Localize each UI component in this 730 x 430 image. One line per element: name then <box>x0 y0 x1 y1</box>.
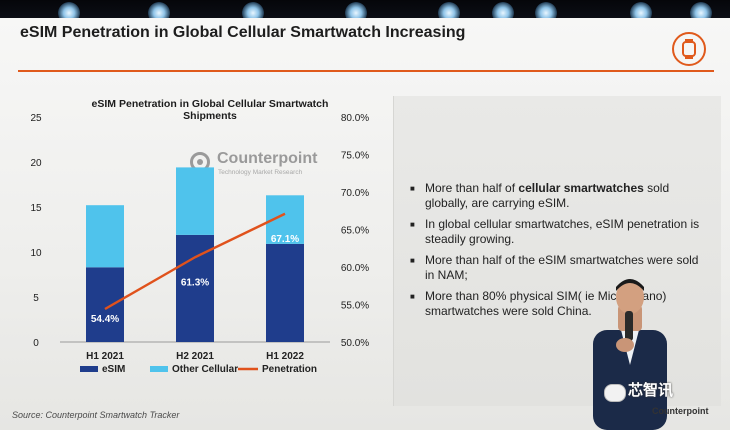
bar-other-cellular <box>176 167 214 235</box>
y-right-tick-label: 50.0% <box>341 338 369 349</box>
y-left-tick-label: 0 <box>33 338 39 349</box>
chart-title: eSIM Penetration in Global Cellular Smar… <box>91 98 329 122</box>
bullet-emphasis: cellular smartwatches <box>518 181 644 195</box>
x-tick-label: H1 2022 <box>266 351 304 362</box>
legend-swatch <box>80 366 98 372</box>
x-tick-label: H2 2021 <box>176 351 214 362</box>
y-right-tick-label: 60.0% <box>341 263 369 274</box>
y-right-tick-label: 80.0% <box>341 113 369 124</box>
legend-label: Other Cellular <box>172 364 238 375</box>
bullet-list: More than half of cellular smartwatches … <box>410 181 710 325</box>
bullet-item: In global cellular smartwatches, eSIM pe… <box>410 217 710 247</box>
bullet-text: sold globally, are carrying eSIM. <box>425 181 670 210</box>
y-right-tick-label: 75.0% <box>341 151 369 162</box>
x-tick-label: H1 2021 <box>86 351 124 362</box>
penetration-data-label: 67.1% <box>271 234 299 245</box>
bullet-text: More than half of the eSIM smartwatches … <box>425 253 699 282</box>
title-divider <box>18 70 714 72</box>
penetration-line <box>104 212 286 311</box>
legend-swatch <box>150 366 168 372</box>
bar-esim <box>176 234 214 342</box>
bullet-text: More than half of <box>425 181 519 195</box>
y-left-tick-label: 20 <box>30 158 42 169</box>
y-left-tick-label: 15 <box>30 203 42 214</box>
penetration-data-label: 61.3% <box>181 277 209 288</box>
bullet-item: More than 80% physical SIM( ie Micro, Na… <box>410 289 710 319</box>
speaker-person <box>593 279 667 430</box>
bullet-text: More than 80% physical SIM( i <box>425 289 588 303</box>
source-note: Source: Counterpoint Smartwatch Tracker <box>12 410 180 420</box>
bullet-item: More than half of the eSIM smartwatches … <box>410 253 710 283</box>
legend-label: Penetration <box>262 364 317 375</box>
watermark: 芯智讯 <box>628 382 674 399</box>
y-left-tick-label: 10 <box>30 248 42 259</box>
y-left-tick-label: 25 <box>30 113 42 124</box>
bar-other-cellular <box>86 205 124 268</box>
y-right-tick-label: 70.0% <box>341 188 369 199</box>
bullet-text: In global cellular smartwatches, eSIM pe… <box>425 217 700 246</box>
bar-esim <box>86 267 124 342</box>
smartwatch-icon <box>672 32 706 66</box>
y-right-tick-label: 65.0% <box>341 226 369 237</box>
y-left-tick-label: 5 <box>33 293 39 304</box>
logo-wordmark: Counterpoint <box>217 150 318 167</box>
bar-esim <box>266 243 304 342</box>
logo-tagline: Technology Market Research <box>218 169 303 176</box>
slide-title: eSIM Penetration in Global Cellular Smar… <box>20 24 466 41</box>
penetration-data-label: 54.4% <box>91 314 119 325</box>
corner-brand: Counterpoint <box>652 406 709 416</box>
wechat-icon <box>604 384 626 402</box>
y-right-tick-label: 55.0% <box>341 301 369 312</box>
bullet-item: More than half of cellular smartwatches … <box>410 181 710 211</box>
legend-label: eSIM <box>102 364 125 375</box>
